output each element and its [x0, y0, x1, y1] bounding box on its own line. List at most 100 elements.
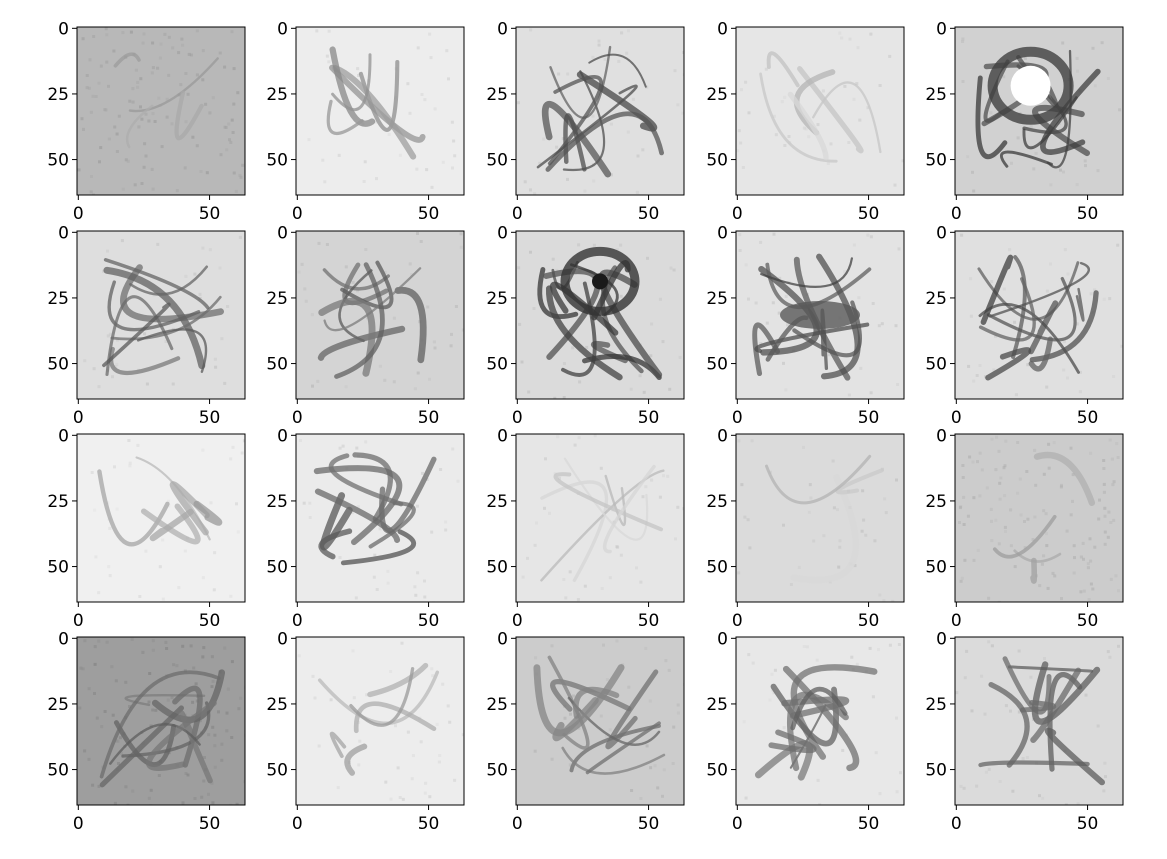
axes-frame [954, 433, 1124, 603]
axes-frame [515, 26, 685, 196]
panel-image [296, 231, 464, 399]
x-tick-label: 50 [638, 611, 660, 631]
y-tick-label: 25 [706, 85, 728, 105]
y-tick-label: 50 [486, 151, 508, 171]
subplot-r1-c1: 0 25 50 0 50 [47, 19, 246, 224]
subplot-r1-c2: 0 25 50 0 50 [266, 19, 465, 224]
x-tick-label: 0 [73, 611, 84, 631]
y-tick-label: 25 [47, 492, 69, 512]
x-tick-label: 50 [638, 814, 660, 834]
x-tick-label: 50 [418, 204, 440, 224]
x-tick-label: 0 [292, 408, 303, 428]
y-tick-label: 0 [497, 223, 508, 243]
axes-frame [295, 636, 465, 806]
y-tick-label: 50 [47, 151, 69, 171]
panel-image [955, 637, 1123, 805]
y-tick-label: 0 [277, 426, 288, 446]
subplot-r2-c1: 0 25 50 0 50 [47, 223, 246, 428]
y-tick-label: 50 [47, 355, 69, 375]
y-tick-label: 25 [706, 289, 728, 309]
axes-frame [735, 433, 905, 603]
axes-frame [76, 433, 246, 603]
x-tick-label: 0 [512, 408, 523, 428]
y-tick-label: 50 [266, 151, 288, 171]
subplot-r4-c5: 0 25 50 0 50 [925, 629, 1124, 834]
y-tick-label: 25 [925, 289, 947, 309]
panel-image [516, 434, 684, 602]
panel-image [296, 434, 464, 602]
x-tick-label: 50 [199, 408, 221, 428]
axes-frame [954, 230, 1124, 400]
x-tick-label: 0 [73, 814, 84, 834]
x-tick-label: 0 [292, 611, 303, 631]
panel-image [77, 637, 245, 805]
y-tick-label: 0 [717, 223, 728, 243]
panel-image [736, 434, 904, 602]
x-tick-label: 50 [638, 408, 660, 428]
y-tick-label: 0 [497, 629, 508, 649]
y-tick-label: 0 [717, 19, 728, 39]
x-tick-label: 0 [732, 204, 743, 224]
y-tick-label: 0 [58, 629, 69, 649]
x-tick-label: 0 [512, 204, 523, 224]
y-tick-label: 0 [497, 19, 508, 39]
x-tick-label: 0 [292, 204, 303, 224]
subplot-r4-c4: 0 25 50 0 50 [706, 629, 905, 834]
axes-frame [295, 230, 465, 400]
y-tick-label: 25 [925, 85, 947, 105]
x-tick-label: 50 [199, 814, 221, 834]
y-tick-label: 0 [58, 19, 69, 39]
x-tick-label: 0 [732, 814, 743, 834]
axes-frame [515, 230, 685, 400]
x-tick-label: 50 [1077, 408, 1099, 428]
x-tick-label: 50 [1077, 814, 1099, 834]
x-tick-label: 0 [292, 814, 303, 834]
subplot-r3-c2: 0 25 50 0 50 [266, 426, 465, 631]
y-tick-label: 50 [47, 761, 69, 781]
panel-image [736, 27, 904, 195]
y-tick-label: 0 [717, 426, 728, 446]
y-tick-label: 25 [266, 85, 288, 105]
subplot-r1-c3: 0 25 50 0 50 [486, 19, 685, 224]
y-tick-label: 50 [266, 355, 288, 375]
panel-image [296, 27, 464, 195]
y-tick-label: 50 [706, 761, 728, 781]
y-tick-label: 50 [266, 558, 288, 578]
y-tick-label: 0 [58, 223, 69, 243]
y-tick-label: 25 [706, 695, 728, 715]
axes-frame [76, 230, 246, 400]
subplot-r3-c1: 0 25 50 0 50 [47, 426, 246, 631]
y-tick-label: 0 [717, 629, 728, 649]
x-tick-label: 50 [418, 611, 440, 631]
x-tick-label: 50 [1077, 204, 1099, 224]
y-tick-label: 50 [486, 558, 508, 578]
y-tick-label: 50 [706, 355, 728, 375]
y-tick-label: 50 [925, 558, 947, 578]
y-tick-label: 25 [925, 695, 947, 715]
subplot-r3-c5: 0 25 50 0 50 [925, 426, 1124, 631]
x-tick-label: 50 [199, 204, 221, 224]
y-tick-label: 25 [47, 289, 69, 309]
x-tick-label: 50 [858, 814, 880, 834]
y-tick-label: 0 [936, 223, 947, 243]
axes-frame [295, 433, 465, 603]
panel-image [516, 637, 684, 805]
y-tick-label: 50 [925, 355, 947, 375]
y-tick-label: 50 [266, 761, 288, 781]
x-tick-label: 0 [73, 408, 84, 428]
axes-frame [954, 636, 1124, 806]
y-tick-label: 25 [486, 492, 508, 512]
x-tick-label: 50 [858, 611, 880, 631]
x-tick-label: 50 [418, 408, 440, 428]
subplot-r3-c3: 0 25 50 0 50 [486, 426, 685, 631]
panel-image [955, 231, 1123, 399]
x-tick-label: 0 [951, 204, 962, 224]
axes-frame [295, 26, 465, 196]
y-tick-label: 25 [706, 492, 728, 512]
subplot-r2-c3: 0 25 50 0 50 [486, 223, 685, 428]
y-tick-label: 25 [486, 289, 508, 309]
x-tick-label: 0 [732, 611, 743, 631]
axes-frame [954, 26, 1124, 196]
panel-image [955, 27, 1123, 195]
